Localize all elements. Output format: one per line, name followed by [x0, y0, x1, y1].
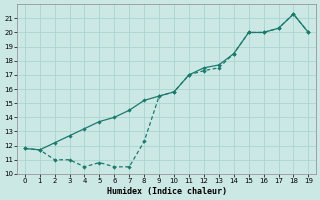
X-axis label: Humidex (Indice chaleur): Humidex (Indice chaleur) — [107, 187, 227, 196]
